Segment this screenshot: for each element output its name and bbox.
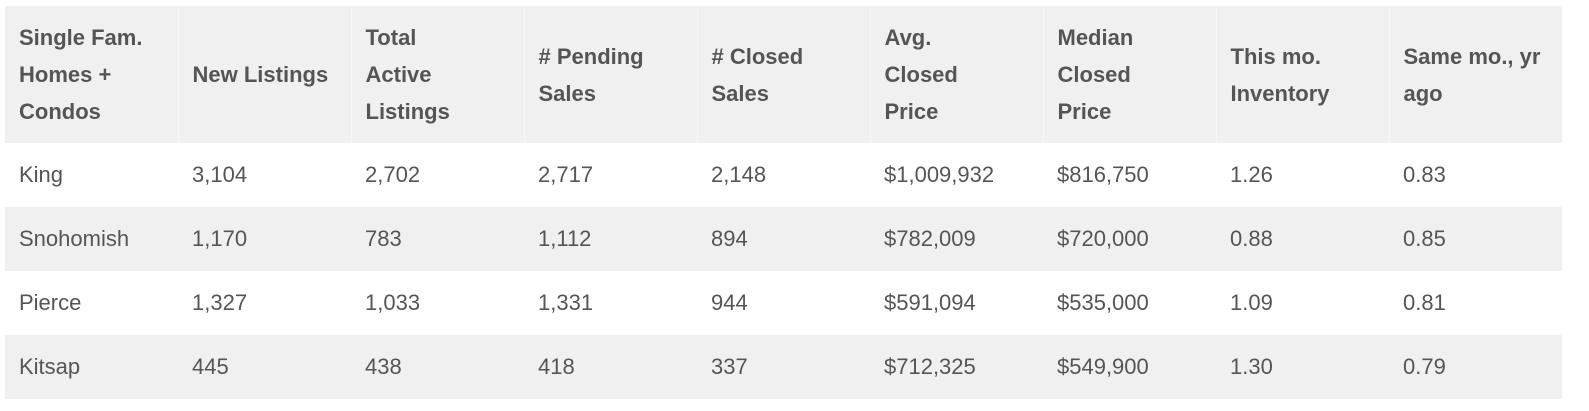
- table-row: Pierce 1,327 1,033 1,331 944 $591,094 $535,000…: [5, 271, 1562, 335]
- header-line: Closed: [884, 62, 958, 87]
- value-cell: 0.88: [1230, 226, 1273, 251]
- value-cell: 418: [538, 354, 575, 379]
- value-cell: $1,009,932: [884, 162, 995, 187]
- value-cell: 1,033: [365, 290, 421, 315]
- table-container: Single Fam. Homes + Condos New Listings Tota…: [5, 6, 1562, 399]
- value-cell: 0.81: [1403, 290, 1446, 315]
- header-line: Price: [1057, 99, 1112, 124]
- value-cell: $816,750: [1057, 162, 1149, 187]
- header-cell: Total Active Listings: [350, 6, 524, 143]
- header-line: Total: [365, 25, 417, 50]
- header-line: Closed: [1057, 62, 1131, 87]
- header-line: Homes +: [19, 62, 112, 87]
- header-cell: Single Fam. Homes + Condos: [5, 6, 178, 143]
- value-cell: 445: [192, 354, 229, 379]
- table-row: Snohomish 1,170 783 1,112 894 $782,009 $720,00…: [5, 207, 1562, 271]
- value-cell: 894: [711, 226, 748, 251]
- table-header: Single Fam. Homes + Condos New Listings Tota…: [5, 6, 1562, 143]
- value-cell: $549,900: [1057, 354, 1149, 379]
- county-cell: Snohomish: [19, 226, 130, 251]
- header-cell: # Closed Sales: [696, 6, 870, 143]
- value-cell: 1.30: [1230, 354, 1273, 379]
- table-row: Kitsap 445 438 418 337 $712,325 $549,900 1.30 0.…: [5, 335, 1562, 399]
- table-body: King 3,104 2,702 2,717 2,148 $1,009,932 $816,7…: [5, 143, 1562, 399]
- header-cell: This mo. Inventory: [1215, 6, 1389, 143]
- value-cell: 0.79: [1403, 354, 1446, 379]
- header-line: Single Fam.: [19, 25, 143, 50]
- value-cell: $535,000: [1057, 290, 1149, 315]
- value-cell: $720,000: [1057, 226, 1149, 251]
- value-cell: 438: [365, 354, 402, 379]
- county-cell: King: [19, 162, 64, 187]
- value-cell: 337: [711, 354, 748, 379]
- header-line: Same mo., yr: [1403, 43, 1541, 69]
- table-row: King 3,104 2,702 2,717 2,148 $1,009,932 $816,7…: [5, 143, 1562, 207]
- value-cell: $782,009: [884, 226, 976, 251]
- value-cell: 944: [711, 290, 748, 315]
- value-cell: 1,112: [538, 226, 592, 251]
- header-line: Median: [1057, 25, 1134, 50]
- value-cell: 3,104: [192, 162, 248, 187]
- county-cell: Pierce: [19, 290, 82, 315]
- header-line: Condos: [19, 99, 101, 124]
- header-line: Sales: [538, 80, 597, 106]
- header-line: # Closed: [711, 43, 804, 69]
- value-cell: 0.83: [1403, 162, 1446, 187]
- header-cell: Median Closed Price: [1042, 6, 1216, 143]
- header-line: Inventory: [1230, 80, 1330, 106]
- header-cell: New Listings: [177, 6, 351, 143]
- header-line: Active: [365, 62, 432, 87]
- value-cell: 2,148: [711, 162, 767, 187]
- value-cell: 0.85: [1403, 226, 1446, 251]
- data-table: Single Fam. Homes + Condos New Listings Tota…: [5, 6, 1562, 399]
- header-line: Price: [884, 99, 939, 124]
- value-cell: $712,325: [884, 354, 976, 379]
- header-line: Sales: [711, 80, 770, 106]
- value-cell: 2,702: [365, 162, 421, 187]
- header-line: # Pending: [538, 43, 644, 69]
- header-cell: Avg. Closed Price: [869, 6, 1043, 143]
- header-row: Single Fam. Homes + Condos New Listings Tota…: [5, 6, 1562, 143]
- header-line: This mo.: [1230, 43, 1321, 69]
- value-cell: 1,170: [192, 226, 248, 251]
- header-cell: Same mo., yr ago: [1388, 6, 1562, 143]
- header-cell: # Pending Sales: [523, 6, 697, 143]
- header-line: New Listings: [192, 62, 329, 87]
- value-cell: 1.09: [1230, 290, 1273, 315]
- value-cell: 2,717: [538, 162, 594, 187]
- value-cell: 783: [365, 226, 402, 251]
- value-cell: 1,331: [538, 290, 594, 315]
- header-line: Listings: [365, 99, 450, 124]
- header-line: Avg.: [884, 25, 932, 50]
- value-cell: $591,094: [884, 290, 976, 315]
- value-cell: 1,327: [192, 290, 248, 315]
- header-line: ago: [1403, 80, 1443, 106]
- value-cell: 1.26: [1230, 162, 1273, 187]
- county-cell: Kitsap: [19, 354, 81, 379]
